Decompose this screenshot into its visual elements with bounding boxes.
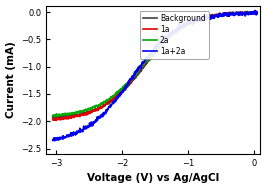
X-axis label: Voltage (V) vs Ag/AgCl: Voltage (V) vs Ag/AgCl xyxy=(87,174,219,184)
Legend: Background, 1a, 2a, 1a+2a: Background, 1a, 2a, 1a+2a xyxy=(140,11,209,59)
Line: 1a: 1a xyxy=(53,11,257,120)
1a xyxy=(51,118,54,120)
1a+2a xyxy=(254,9,257,12)
Background xyxy=(51,116,54,118)
1a+2a xyxy=(51,139,54,142)
Y-axis label: Current (mA): Current (mA) xyxy=(6,41,15,118)
1a+2a xyxy=(170,32,173,34)
Background xyxy=(176,30,179,32)
1a xyxy=(227,12,231,14)
Line: 2a: 2a xyxy=(53,12,257,116)
2a xyxy=(250,11,253,13)
Background xyxy=(64,115,67,117)
1a xyxy=(170,33,173,36)
1a xyxy=(176,30,179,32)
2a xyxy=(256,12,259,14)
1a+2a xyxy=(182,25,185,27)
1a+2a xyxy=(64,136,67,139)
1a xyxy=(182,25,185,27)
2a xyxy=(54,115,57,118)
Background xyxy=(206,16,210,19)
Background xyxy=(55,117,58,119)
Background xyxy=(227,12,231,15)
1a xyxy=(206,15,210,17)
Line: Background: Background xyxy=(53,12,257,118)
Background xyxy=(256,11,259,14)
1a xyxy=(64,118,67,120)
Line: 1a+2a: 1a+2a xyxy=(53,11,257,141)
2a xyxy=(227,12,231,15)
2a xyxy=(51,115,54,117)
2a xyxy=(176,30,179,32)
2a xyxy=(64,113,67,115)
1a+2a xyxy=(53,140,56,142)
Background xyxy=(182,25,185,28)
1a+2a xyxy=(176,28,179,31)
Background xyxy=(246,10,249,13)
1a+2a xyxy=(206,18,210,20)
1a xyxy=(256,12,259,14)
2a xyxy=(206,16,210,18)
2a xyxy=(182,26,185,28)
1a+2a xyxy=(227,13,231,15)
1a xyxy=(255,10,258,12)
1a+2a xyxy=(256,11,259,13)
1a xyxy=(55,119,58,121)
Background xyxy=(170,34,173,36)
2a xyxy=(170,34,173,36)
